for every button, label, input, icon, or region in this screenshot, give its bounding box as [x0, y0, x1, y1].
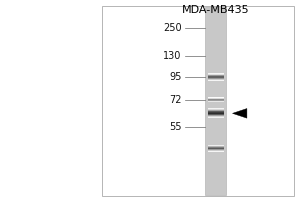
Bar — [208, 149, 224, 150]
Bar — [208, 75, 224, 76]
Bar — [208, 97, 224, 98]
Bar — [208, 108, 224, 109]
Bar — [208, 73, 224, 74]
Bar — [208, 77, 224, 78]
Bar — [208, 74, 224, 75]
Bar — [208, 78, 224, 79]
Bar — [208, 100, 224, 101]
Bar — [208, 148, 224, 149]
Bar — [208, 99, 224, 100]
Bar — [208, 98, 224, 99]
Bar — [208, 112, 224, 113]
Bar — [208, 109, 224, 110]
Bar — [208, 116, 224, 117]
Text: 130: 130 — [163, 51, 182, 61]
Bar — [208, 80, 224, 81]
Text: 95: 95 — [169, 72, 182, 82]
Bar — [208, 110, 224, 111]
Bar — [208, 150, 224, 151]
Bar — [208, 117, 224, 118]
Bar — [208, 115, 224, 116]
Bar — [208, 147, 224, 148]
Polygon shape — [232, 109, 247, 118]
Bar — [208, 101, 224, 102]
Bar — [208, 151, 224, 152]
Text: MDA-MB435: MDA-MB435 — [182, 5, 250, 15]
Bar — [206, 7, 226, 195]
Bar — [208, 76, 224, 77]
Text: 250: 250 — [163, 23, 182, 33]
Text: 55: 55 — [169, 122, 182, 132]
Bar — [208, 146, 224, 147]
Bar — [208, 79, 224, 80]
Bar — [102, 6, 294, 196]
Bar — [208, 113, 224, 114]
Bar — [208, 114, 224, 115]
Text: 72: 72 — [169, 95, 182, 105]
Bar — [208, 111, 224, 112]
Bar — [208, 145, 224, 146]
